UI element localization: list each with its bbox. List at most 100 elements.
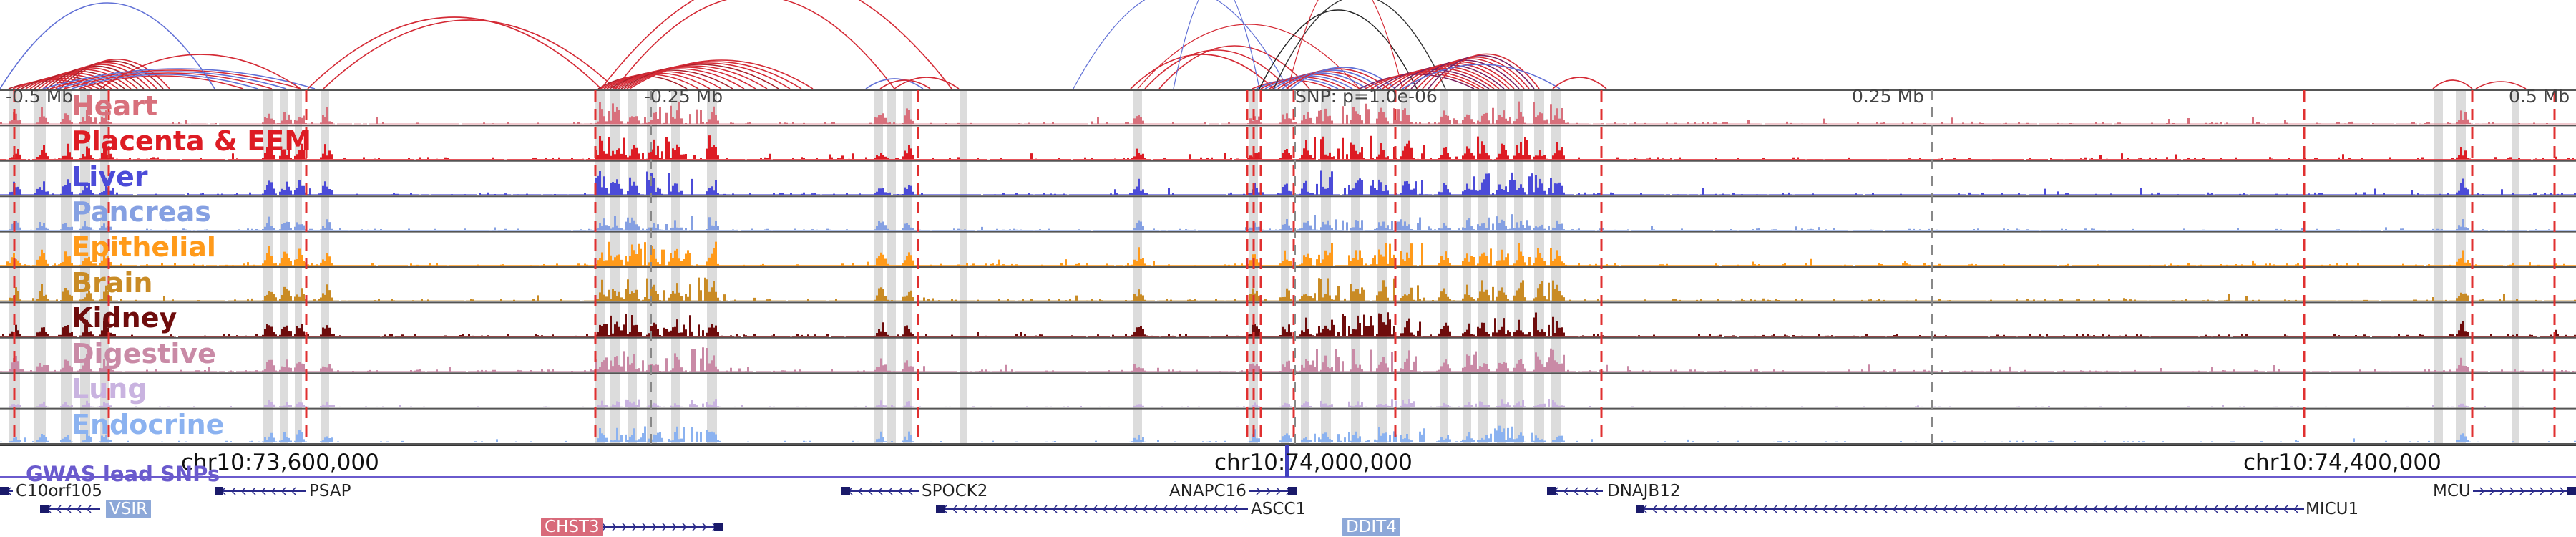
gene-strand-chevron bbox=[692, 523, 698, 531]
gene-strand-chevron bbox=[86, 505, 92, 513]
loop-arc bbox=[626, 61, 802, 90]
gene-exon bbox=[1636, 505, 1644, 513]
gene-strand-chevron bbox=[1222, 505, 1228, 513]
gene-model-ascc1[interactable] bbox=[936, 505, 1248, 513]
gene-strand-chevron bbox=[672, 523, 678, 531]
gene-strand-chevron bbox=[2489, 487, 2495, 495]
gene-strand-chevron bbox=[972, 505, 977, 513]
gene-strand-chevron bbox=[280, 487, 286, 495]
loop-arc bbox=[1382, 67, 1495, 90]
signal-track-placenta bbox=[0, 135, 2576, 160]
gene-strand-chevron bbox=[1162, 505, 1168, 513]
gene-strand-chevron bbox=[612, 523, 618, 531]
gene-exon bbox=[0, 487, 9, 495]
loop-arc bbox=[1286, 68, 1389, 90]
gene-strand-chevron bbox=[250, 487, 256, 495]
track-label-lung: Lung bbox=[72, 373, 147, 405]
gene-strand-chevron bbox=[887, 487, 893, 495]
signal-track-lung bbox=[0, 399, 2576, 407]
gene-model-psap[interactable] bbox=[215, 487, 306, 495]
gene-strand-chevron bbox=[2072, 505, 2078, 513]
loop-arc bbox=[1277, 71, 1375, 90]
gene-strand-chevron bbox=[857, 487, 863, 495]
loop-arc bbox=[1552, 77, 1607, 90]
track-label-epithelial: Epithelial bbox=[72, 231, 216, 263]
loop-arc bbox=[49, 69, 301, 90]
gene-strand-chevron bbox=[66, 505, 72, 513]
gene-model-mcu[interactable] bbox=[2473, 487, 2576, 495]
signal-track-epithelial bbox=[0, 241, 2576, 266]
gene-strand-chevron bbox=[1742, 505, 1747, 513]
loop-arc bbox=[42, 67, 138, 90]
gene-model-c10orf105[interactable] bbox=[0, 487, 13, 495]
signal-area-kidney bbox=[0, 312, 2576, 337]
gene-strand-chevron bbox=[1952, 505, 1958, 513]
loop-arc bbox=[1422, 57, 1530, 90]
gene-model-micu1[interactable] bbox=[1636, 505, 2304, 513]
gene-strand-chevron bbox=[56, 505, 62, 513]
gene-strand-chevron bbox=[622, 523, 628, 531]
loop-arc bbox=[629, 59, 814, 90]
loop-arc bbox=[1269, 74, 1360, 90]
gene-strand-chevron bbox=[2162, 505, 2168, 513]
signal-area-placenta bbox=[0, 135, 2576, 160]
gene-strand-chevron bbox=[1852, 505, 1858, 513]
gene-strand-chevron bbox=[1092, 505, 1098, 513]
gene-strand-chevron bbox=[291, 487, 296, 495]
gene-strand-chevron bbox=[662, 523, 668, 531]
gene-strand-chevron bbox=[2142, 505, 2148, 513]
signal-area-lung bbox=[0, 399, 2576, 407]
gene-strand-chevron bbox=[1142, 505, 1148, 513]
gene-strand-chevron bbox=[1062, 505, 1068, 513]
gene-model-chst3[interactable] bbox=[595, 523, 723, 531]
gene-exon bbox=[2567, 487, 2576, 495]
signal-track-heart bbox=[0, 101, 2576, 125]
track-label-heart: Heart bbox=[72, 90, 158, 122]
gene-label-mcu: MCU bbox=[2433, 482, 2471, 500]
track-label-brain: Brain bbox=[72, 267, 153, 299]
gene-strand-chevron bbox=[1842, 505, 1848, 513]
gene-strand-chevron bbox=[1702, 505, 1707, 513]
signal-area-epithelial bbox=[0, 241, 2576, 266]
gene-strand-chevron bbox=[1902, 505, 1908, 513]
gene-strand-chevron bbox=[1042, 505, 1048, 513]
gene-strand-chevron bbox=[1762, 505, 1767, 513]
gene-exon bbox=[841, 487, 850, 495]
gene-strand-chevron bbox=[2112, 505, 2118, 513]
gene-model-vsir[interactable] bbox=[40, 505, 100, 513]
gene-strand-chevron bbox=[1892, 505, 1898, 513]
gene-strand-chevron bbox=[1182, 505, 1188, 513]
gene-model-spock2[interactable] bbox=[841, 487, 919, 495]
loop-arc bbox=[865, 78, 924, 90]
gene-exon bbox=[215, 487, 223, 495]
loop-arc bbox=[307, 16, 602, 90]
gene-strand-chevron bbox=[1202, 505, 1208, 513]
gene-strand-chevron bbox=[2560, 487, 2565, 495]
gene-strand-chevron bbox=[1732, 505, 1737, 513]
loop-arc bbox=[42, 68, 316, 90]
gene-strand-chevron bbox=[1112, 505, 1118, 513]
gene-strand-chevron bbox=[602, 523, 608, 531]
loop-arc bbox=[1402, 64, 1561, 90]
gene-strand-chevron bbox=[2172, 505, 2178, 513]
gene-strand-chevron bbox=[1573, 487, 1579, 495]
track-label-placenta: Placenta & EEM bbox=[72, 125, 312, 157]
gene-strand-chevron bbox=[907, 487, 913, 495]
gene-strand-chevron bbox=[1563, 487, 1568, 495]
loop-arc bbox=[71, 74, 258, 90]
gwas-snp-marker[interactable] bbox=[1285, 445, 1289, 477]
gene-strand-chevron bbox=[2529, 487, 2535, 495]
loop-arc bbox=[615, 0, 895, 90]
gene-model-anapc16[interactable] bbox=[1249, 487, 1297, 495]
loop-arc bbox=[615, 67, 756, 90]
loop-arc bbox=[1273, 0, 1446, 90]
signal-area-endocrine bbox=[0, 425, 2576, 442]
gene-model-dnajb12[interactable] bbox=[1547, 487, 1603, 495]
gene-strand-chevron bbox=[1152, 505, 1158, 513]
loop-arc bbox=[2475, 81, 2527, 90]
chromatin-loop-arcs bbox=[0, 0, 2527, 90]
signal-track-pancreas bbox=[0, 214, 2576, 231]
gene-strand-chevron bbox=[1276, 487, 1282, 495]
loop-arc bbox=[99, 54, 301, 90]
gene-strand-chevron bbox=[1052, 505, 1058, 513]
